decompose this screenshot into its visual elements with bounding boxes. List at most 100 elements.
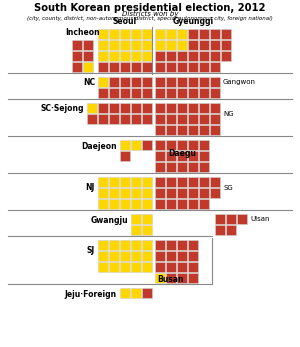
FancyBboxPatch shape — [166, 177, 176, 187]
Text: NJ: NJ — [85, 183, 95, 192]
FancyBboxPatch shape — [188, 77, 198, 87]
FancyBboxPatch shape — [120, 199, 130, 209]
FancyBboxPatch shape — [166, 240, 176, 250]
FancyBboxPatch shape — [142, 262, 152, 272]
FancyBboxPatch shape — [177, 29, 187, 39]
Text: SC·Sejong: SC·Sejong — [40, 103, 84, 112]
FancyBboxPatch shape — [166, 188, 176, 198]
FancyBboxPatch shape — [109, 251, 119, 261]
Text: SG: SG — [223, 185, 233, 191]
FancyBboxPatch shape — [155, 77, 165, 87]
FancyBboxPatch shape — [98, 77, 108, 87]
FancyBboxPatch shape — [120, 114, 130, 124]
FancyBboxPatch shape — [98, 188, 108, 198]
FancyBboxPatch shape — [98, 114, 108, 124]
FancyBboxPatch shape — [188, 88, 198, 98]
FancyBboxPatch shape — [188, 140, 198, 150]
FancyBboxPatch shape — [188, 125, 198, 135]
FancyBboxPatch shape — [166, 77, 176, 87]
FancyBboxPatch shape — [98, 88, 108, 98]
FancyBboxPatch shape — [188, 177, 198, 187]
FancyBboxPatch shape — [221, 40, 231, 50]
FancyBboxPatch shape — [210, 188, 220, 198]
FancyBboxPatch shape — [199, 77, 209, 87]
FancyBboxPatch shape — [177, 140, 187, 150]
FancyBboxPatch shape — [109, 188, 119, 198]
FancyBboxPatch shape — [166, 140, 176, 150]
FancyBboxPatch shape — [120, 40, 130, 50]
FancyBboxPatch shape — [98, 262, 108, 272]
FancyBboxPatch shape — [120, 177, 130, 187]
FancyBboxPatch shape — [177, 188, 187, 198]
FancyBboxPatch shape — [155, 240, 165, 250]
FancyBboxPatch shape — [199, 40, 209, 50]
FancyBboxPatch shape — [120, 288, 130, 298]
FancyBboxPatch shape — [199, 162, 209, 172]
FancyBboxPatch shape — [109, 103, 119, 113]
FancyBboxPatch shape — [188, 151, 198, 161]
FancyBboxPatch shape — [199, 177, 209, 187]
FancyBboxPatch shape — [98, 62, 108, 72]
FancyBboxPatch shape — [98, 199, 108, 209]
FancyBboxPatch shape — [155, 51, 165, 61]
FancyBboxPatch shape — [155, 40, 165, 50]
FancyBboxPatch shape — [142, 77, 152, 87]
FancyBboxPatch shape — [131, 40, 141, 50]
FancyBboxPatch shape — [131, 62, 141, 72]
FancyBboxPatch shape — [177, 40, 187, 50]
Text: (city, county, district, non-autonomous district, special autonomous city, forei: (city, county, district, non-autonomous … — [27, 16, 273, 21]
FancyBboxPatch shape — [177, 162, 187, 172]
Text: NC: NC — [83, 77, 95, 86]
FancyBboxPatch shape — [210, 125, 220, 135]
FancyBboxPatch shape — [142, 29, 152, 39]
FancyBboxPatch shape — [109, 240, 119, 250]
Text: Districts won by: Districts won by — [122, 11, 178, 17]
FancyBboxPatch shape — [142, 177, 152, 187]
FancyBboxPatch shape — [166, 199, 176, 209]
FancyBboxPatch shape — [177, 51, 187, 61]
FancyBboxPatch shape — [155, 162, 165, 172]
FancyBboxPatch shape — [188, 40, 198, 50]
FancyBboxPatch shape — [120, 88, 130, 98]
FancyBboxPatch shape — [188, 188, 198, 198]
FancyBboxPatch shape — [120, 51, 130, 61]
FancyBboxPatch shape — [155, 103, 165, 113]
FancyBboxPatch shape — [166, 151, 176, 161]
Text: Daegu: Daegu — [168, 149, 196, 158]
FancyBboxPatch shape — [98, 251, 108, 261]
Text: SJ: SJ — [87, 246, 95, 255]
FancyBboxPatch shape — [109, 262, 119, 272]
FancyBboxPatch shape — [120, 103, 130, 113]
FancyBboxPatch shape — [120, 240, 130, 250]
FancyBboxPatch shape — [188, 240, 198, 250]
FancyBboxPatch shape — [142, 103, 152, 113]
FancyBboxPatch shape — [131, 199, 141, 209]
FancyBboxPatch shape — [237, 214, 247, 224]
FancyBboxPatch shape — [166, 162, 176, 172]
FancyBboxPatch shape — [199, 103, 209, 113]
Text: Busan: Busan — [157, 275, 184, 284]
FancyBboxPatch shape — [199, 188, 209, 198]
FancyBboxPatch shape — [142, 240, 152, 250]
FancyBboxPatch shape — [199, 125, 209, 135]
FancyBboxPatch shape — [177, 177, 187, 187]
FancyBboxPatch shape — [177, 103, 187, 113]
FancyBboxPatch shape — [177, 273, 187, 283]
FancyBboxPatch shape — [109, 77, 119, 87]
FancyBboxPatch shape — [177, 262, 187, 272]
FancyBboxPatch shape — [120, 151, 130, 161]
FancyBboxPatch shape — [155, 151, 165, 161]
Text: Jeju·Foreign: Jeju·Foreign — [65, 290, 117, 299]
FancyBboxPatch shape — [131, 188, 141, 198]
FancyBboxPatch shape — [155, 188, 165, 198]
FancyBboxPatch shape — [72, 51, 82, 61]
FancyBboxPatch shape — [199, 51, 209, 61]
FancyBboxPatch shape — [166, 251, 176, 261]
FancyBboxPatch shape — [142, 214, 152, 224]
FancyBboxPatch shape — [155, 273, 165, 283]
FancyBboxPatch shape — [199, 140, 209, 150]
Text: South Korean presidential election, 2012: South Korean presidential election, 2012 — [34, 3, 266, 13]
FancyBboxPatch shape — [166, 51, 176, 61]
FancyBboxPatch shape — [142, 62, 152, 72]
FancyBboxPatch shape — [98, 240, 108, 250]
